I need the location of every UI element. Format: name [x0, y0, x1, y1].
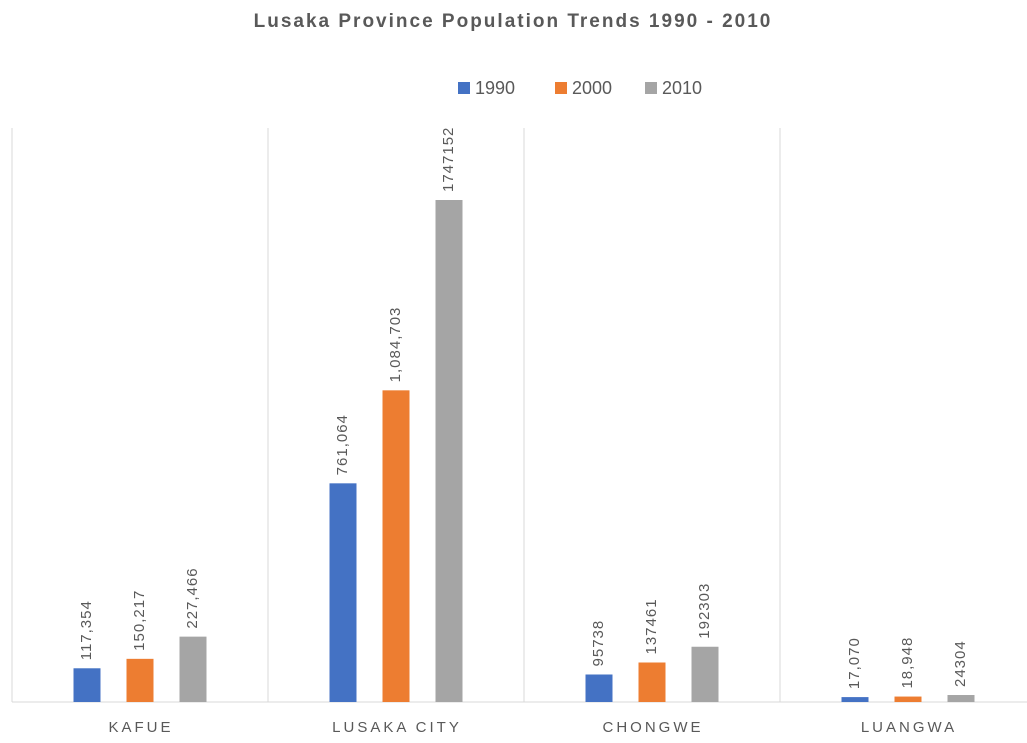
legend-label: 2000 — [572, 78, 612, 98]
bar — [841, 697, 869, 702]
bar — [894, 696, 922, 702]
data-label: 150,217 — [131, 590, 148, 651]
bar — [126, 658, 154, 702]
x-tick-label: KAFUE — [108, 719, 173, 736]
data-label: 18,948 — [899, 637, 916, 689]
bar — [435, 200, 463, 702]
data-label: 95738 — [590, 620, 607, 667]
data-label: 17,070 — [846, 637, 863, 689]
bar — [947, 695, 975, 702]
x-tick-label: CHONGWE — [603, 719, 704, 736]
data-label: 1,084,703 — [387, 307, 404, 383]
bar — [179, 636, 207, 702]
data-label: 117,354 — [78, 600, 95, 660]
bar — [329, 483, 357, 702]
legend-swatch — [555, 82, 567, 94]
bar — [585, 674, 613, 702]
legend-label: 2010 — [662, 78, 702, 98]
x-tick-label: LUSAKA CITY — [332, 719, 462, 736]
data-label: 1747152 — [440, 127, 457, 192]
data-label: 227,466 — [184, 567, 201, 628]
bar — [691, 646, 719, 702]
data-label: 24304 — [952, 640, 969, 687]
bar — [73, 668, 101, 702]
bar — [382, 390, 410, 702]
bar — [638, 662, 666, 702]
data-label: 192303 — [696, 583, 713, 639]
data-label: 137461 — [643, 598, 660, 654]
legend-swatch — [458, 82, 470, 94]
legend-swatch — [645, 82, 657, 94]
chart-title: Lusaka Province Population Trends 1990 -… — [254, 11, 773, 32]
x-tick-label: LUANGWA — [861, 719, 957, 736]
data-label: 761,064 — [334, 414, 351, 475]
legend-label: 1990 — [475, 78, 515, 98]
